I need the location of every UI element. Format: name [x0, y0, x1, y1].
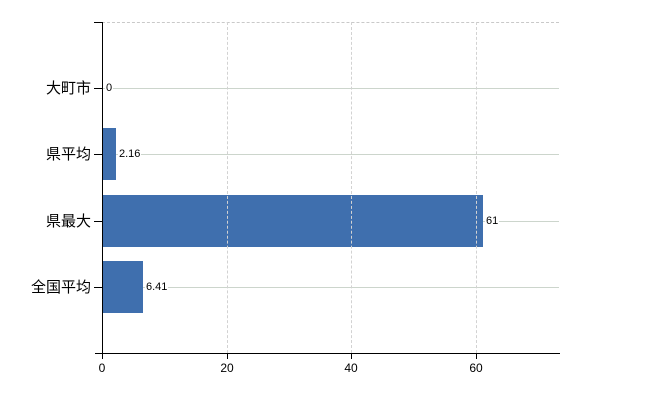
value-label: 6.41 — [145, 280, 169, 294]
y-axis-line — [102, 22, 103, 354]
x-tick-0 — [102, 354, 103, 359]
category-label: 全国平均 — [30, 279, 91, 296]
x-tick-20 — [227, 354, 228, 359]
category-label: 県最大 — [45, 213, 91, 230]
x-tick-label-0: 0 — [98, 361, 106, 375]
category-label: 県平均 — [45, 146, 91, 163]
value-label: 2.16 — [118, 147, 142, 161]
bar-県平均 — [103, 128, 116, 180]
y-axis-top-tick — [94, 22, 102, 23]
y-tick-category — [94, 287, 102, 288]
gridline-x-20 — [227, 22, 228, 353]
x-tick-label-60: 60 — [469, 361, 483, 375]
category-label: 大町市 — [45, 80, 91, 97]
y-tick-category — [94, 221, 102, 222]
row-center-line — [102, 154, 559, 155]
value-label: 0 — [105, 81, 114, 95]
bar-県最大 — [103, 195, 483, 247]
plot-top-border — [102, 22, 559, 23]
x-tick-label-20: 20 — [220, 361, 234, 375]
row-center-line — [102, 88, 559, 89]
gridline-x-60 — [476, 22, 477, 353]
y-tick-category — [94, 154, 102, 155]
row-center-line — [102, 287, 559, 288]
gridline-x-40 — [351, 22, 352, 353]
x-axis-line — [95, 353, 560, 354]
y-tick-category — [94, 88, 102, 89]
x-tick-label-40: 40 — [344, 361, 358, 375]
bar-全国平均 — [103, 261, 143, 313]
x-tick-40 — [351, 354, 352, 359]
x-tick-60 — [476, 354, 477, 359]
value-label: 61 — [485, 214, 500, 228]
